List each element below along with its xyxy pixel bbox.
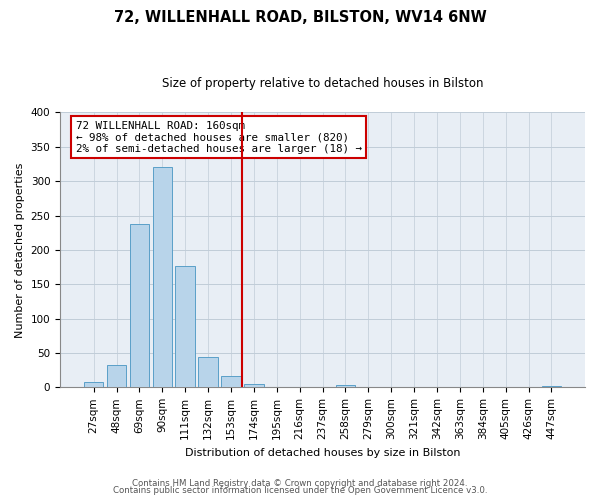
Bar [199, 357, 218, 388]
Bar [382, 386, 401, 388]
Bar [221, 376, 241, 388]
Bar [152, 168, 172, 388]
Bar [107, 366, 126, 388]
Bar [130, 224, 149, 388]
Bar [175, 266, 195, 388]
Bar [267, 386, 286, 388]
Text: 72, WILLENHALL ROAD, BILSTON, WV14 6NW: 72, WILLENHALL ROAD, BILSTON, WV14 6NW [113, 10, 487, 25]
Y-axis label: Number of detached properties: Number of detached properties [15, 162, 25, 338]
Title: Size of property relative to detached houses in Bilston: Size of property relative to detached ho… [162, 78, 483, 90]
Text: Contains public sector information licensed under the Open Government Licence v3: Contains public sector information licen… [113, 486, 487, 495]
Bar [84, 382, 103, 388]
Text: 72 WILLENHALL ROAD: 160sqm
← 98% of detached houses are smaller (820)
2% of semi: 72 WILLENHALL ROAD: 160sqm ← 98% of deta… [76, 120, 362, 154]
Text: Contains HM Land Registry data © Crown copyright and database right 2024.: Contains HM Land Registry data © Crown c… [132, 478, 468, 488]
Bar [335, 386, 355, 388]
Bar [542, 386, 561, 388]
X-axis label: Distribution of detached houses by size in Bilston: Distribution of detached houses by size … [185, 448, 460, 458]
Bar [244, 384, 263, 388]
